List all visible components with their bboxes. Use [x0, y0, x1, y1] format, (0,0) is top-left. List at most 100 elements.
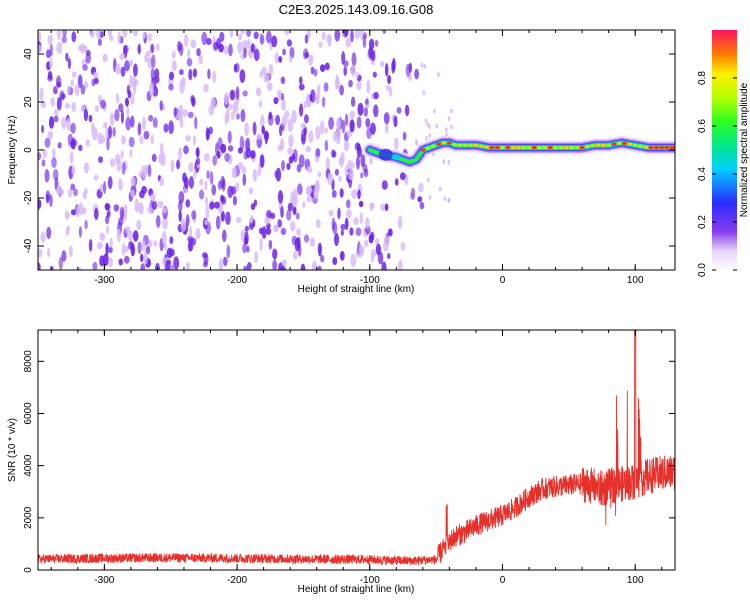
spectral-noise-point	[105, 215, 110, 225]
track-hot-spot	[547, 146, 553, 150]
spectral-noise-point	[331, 149, 336, 158]
spectral-noise-point	[78, 144, 83, 152]
track-hot-spot	[558, 146, 564, 150]
spectral-noise-point	[190, 95, 195, 103]
spectral-noise-point	[210, 97, 216, 111]
spectral-noise-point	[271, 35, 278, 48]
spectral-sparse-point	[447, 116, 451, 122]
spectral-noise-point	[56, 185, 62, 196]
spectral-noise-point	[393, 115, 398, 128]
spectral-noise-point	[115, 93, 120, 104]
spectral-noise-point	[255, 87, 262, 97]
spectral-noise-point	[414, 68, 419, 80]
spectral-noise-point	[173, 107, 177, 118]
spectral-noise-point	[38, 248, 43, 258]
snr-y-tick-label: 8000	[23, 350, 34, 373]
spectral-noise-point	[130, 244, 135, 257]
spectral-noise-point	[56, 75, 62, 88]
spectral-noise-point	[324, 62, 330, 71]
track-hot-spot	[553, 146, 558, 150]
spectral-noise-point	[344, 113, 349, 127]
spectral-noise-point	[244, 231, 249, 245]
spectral-noise-point	[52, 168, 59, 181]
snr-y-label: SNR (10 * v/v)	[7, 418, 18, 482]
spectral-noise-point	[171, 60, 177, 72]
spectral-noise-point	[94, 105, 99, 113]
spectral-noise-point	[103, 181, 107, 194]
spectral-noise-point	[50, 96, 55, 107]
spectral-noise-point	[356, 155, 360, 170]
colorbar-tick-label: 0.0	[697, 263, 708, 277]
spectral-noise-point	[265, 228, 272, 235]
track-hot-spot	[669, 146, 675, 150]
spectral-noise-point	[387, 74, 392, 85]
spectral-noise-point	[218, 258, 224, 270]
spectral-noise-point	[340, 223, 346, 231]
spectral-noise-point	[223, 92, 230, 105]
spectral-noise-point	[126, 106, 130, 118]
spectral-noise-point	[373, 91, 379, 100]
spectral-noise-point	[379, 60, 385, 68]
spectral-noise-point	[41, 124, 45, 134]
spectral-noise-point	[363, 107, 368, 117]
spectral-noise-point	[246, 245, 250, 253]
spectral-sparse-point	[443, 196, 447, 201]
spectral-noise-point	[187, 240, 193, 252]
spectral-noise-point	[47, 247, 51, 258]
track-hot-spot	[452, 143, 458, 147]
spectral-noise-point	[286, 209, 292, 221]
spectral-noise-point	[159, 176, 164, 187]
spectral-sparse-point	[428, 133, 432, 139]
spectral-noise-point	[273, 97, 279, 105]
spectral-noise-point	[240, 30, 246, 35]
spectral-noise-point	[346, 209, 352, 219]
spectral-noise-point	[392, 57, 396, 72]
spectral-noise-point	[397, 215, 403, 230]
spectral-noise-point	[96, 241, 103, 250]
track-hot-spot	[531, 146, 537, 150]
spectral-noise-point	[47, 130, 54, 140]
spectral-noise-point	[317, 84, 321, 95]
track-hot-spot	[664, 146, 670, 150]
spectral-noise-point	[243, 150, 249, 160]
spectral-noise-point	[93, 71, 99, 79]
spectral-noise-point	[410, 187, 416, 200]
spectrogram-y-tick-label: 20	[23, 96, 34, 108]
spectral-noise-point	[129, 149, 133, 158]
spectral-noise-point	[240, 229, 246, 242]
track-hot-spot	[521, 146, 527, 150]
spectral-noise-point	[179, 69, 184, 76]
track-hot-spot	[643, 145, 649, 149]
spectral-noise-point	[116, 228, 121, 243]
spectral-noise-point	[193, 169, 197, 179]
spectral-noise-point	[291, 153, 296, 161]
colorbar-ticks: 0.0 0.2 0.4 0.6 0.8	[697, 71, 737, 277]
spectral-noise-point	[286, 162, 291, 170]
spectral-noise-point	[337, 207, 341, 220]
spectral-noise-point	[245, 137, 251, 152]
spectral-noise-point	[212, 70, 217, 84]
spectral-noise-point	[324, 127, 329, 134]
spectral-noise-point	[318, 41, 323, 48]
spectral-noise-point	[317, 171, 322, 178]
spectral-noise-point	[314, 93, 321, 100]
spectral-noise-point	[261, 125, 266, 135]
spectral-noise-point	[130, 176, 136, 187]
spectral-noise-point	[280, 76, 286, 85]
spectral-noise-point	[99, 135, 106, 144]
spectral-noise-point	[142, 32, 146, 40]
spectral-noise-point	[335, 73, 339, 88]
spectral-noise-point	[107, 30, 113, 38]
spectral-noise-point	[72, 139, 78, 146]
spectral-noise-point	[147, 206, 153, 214]
spectral-noise-point	[116, 158, 122, 172]
spectral-noise-point	[178, 200, 183, 212]
snr-y-tick-label: 4000	[23, 454, 34, 477]
spectral-noise-point	[272, 248, 278, 260]
spectral-noise-point	[366, 127, 372, 140]
spectral-noise-point	[259, 154, 265, 168]
spectral-noise-point	[238, 161, 243, 171]
spectral-noise-point	[77, 74, 83, 88]
track-hot-spot	[537, 146, 542, 150]
